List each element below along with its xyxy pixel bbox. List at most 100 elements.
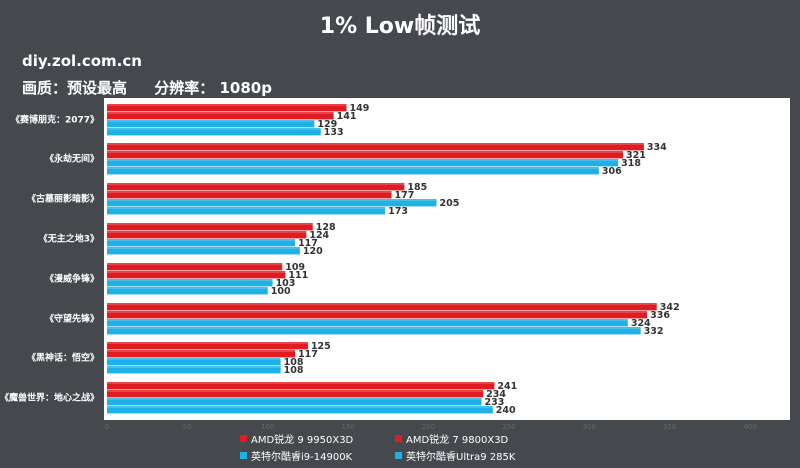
bar xyxy=(107,191,392,199)
value-label: 336 xyxy=(650,310,670,321)
bar-highlight xyxy=(107,247,300,249)
resolution-setting: 分辨率： 1080p xyxy=(154,79,272,97)
bar-highlight xyxy=(107,120,315,122)
value-label: 233 xyxy=(485,397,505,408)
bar xyxy=(107,112,334,120)
value-label: 205 xyxy=(440,198,460,209)
bar xyxy=(107,390,484,398)
bar xyxy=(107,159,619,167)
bar xyxy=(107,167,599,175)
bar xyxy=(107,151,624,159)
source-watermark: diy.zol.com.cn xyxy=(22,52,142,70)
bar-highlight xyxy=(107,398,482,400)
category-label: 《守望先锋》 xyxy=(45,313,99,325)
bar xyxy=(107,398,482,406)
bar xyxy=(107,319,628,327)
legend-swatch xyxy=(395,435,402,442)
value-label: 240 xyxy=(496,405,516,416)
bar-highlight xyxy=(107,366,281,368)
value-label: 133 xyxy=(324,127,344,138)
bar xyxy=(107,104,347,112)
bar xyxy=(107,279,273,287)
bar xyxy=(107,342,308,350)
bar xyxy=(107,350,296,358)
value-label: 128 xyxy=(316,222,336,233)
value-label: 318 xyxy=(621,158,641,169)
bar xyxy=(107,143,644,151)
value-label: 111 xyxy=(288,270,308,281)
value-label: 108 xyxy=(284,365,304,376)
value-label: 234 xyxy=(486,389,506,400)
bar xyxy=(107,223,313,231)
value-label: 108 xyxy=(284,357,304,368)
bar xyxy=(107,247,300,255)
bar-highlight xyxy=(107,143,644,145)
bar-highlight xyxy=(107,199,437,201)
x-tick-label: 150 xyxy=(341,423,354,431)
value-label: 332 xyxy=(644,326,664,337)
bar xyxy=(107,382,495,390)
bar-highlight xyxy=(107,223,313,225)
bar xyxy=(107,120,315,128)
bar xyxy=(107,327,641,335)
value-label: 306 xyxy=(602,166,622,177)
legend-label: 英特尔酷睿Ultra9 285K xyxy=(406,450,516,463)
value-label: 342 xyxy=(660,302,680,313)
value-label: 117 xyxy=(298,349,318,360)
value-label: 117 xyxy=(298,238,318,249)
legend-label: AMD锐龙 7 9800X3D xyxy=(406,433,509,446)
bar-highlight xyxy=(107,112,334,114)
value-label: 129 xyxy=(317,119,337,130)
bar xyxy=(107,303,657,311)
x-tick-label: 50 xyxy=(183,423,192,431)
value-label: 334 xyxy=(647,142,667,153)
bar-highlight xyxy=(107,151,624,153)
category-label: 《黑神话：悟空》 xyxy=(27,352,99,364)
bar-highlight xyxy=(107,327,641,329)
value-label: 241 xyxy=(497,381,517,392)
bar-highlight xyxy=(107,311,648,313)
value-label: 177 xyxy=(395,190,415,201)
bar-highlight xyxy=(107,104,347,106)
category-label: 《永劫无间》 xyxy=(45,153,99,165)
bar-highlight xyxy=(107,183,405,185)
bar-highlight xyxy=(107,167,599,169)
value-label: 109 xyxy=(285,262,305,273)
value-label: 103 xyxy=(276,278,296,289)
bar-highlight xyxy=(107,271,286,273)
bar-highlight xyxy=(107,287,268,289)
category-label: 《古墓丽影暗影》 xyxy=(27,193,99,205)
bar-highlight xyxy=(107,159,619,161)
bar xyxy=(107,128,321,136)
bar-highlight xyxy=(107,279,273,281)
bar xyxy=(107,287,268,295)
value-label: 125 xyxy=(311,341,331,352)
value-label: 100 xyxy=(271,286,291,297)
value-label: 149 xyxy=(350,103,370,114)
bar-highlight xyxy=(107,191,392,193)
bar xyxy=(107,199,437,207)
x-tick-label: 100 xyxy=(261,423,274,431)
bar-highlight xyxy=(107,342,308,344)
value-label: 120 xyxy=(303,246,323,257)
bar xyxy=(107,358,281,366)
category-label: 《漫威争锋》 xyxy=(45,273,99,285)
category-label: 《无主之地3》 xyxy=(39,233,99,245)
bar-highlight xyxy=(107,239,296,241)
bar xyxy=(107,239,296,247)
category-label: 《魔兽世界：地心之战》 xyxy=(0,392,99,404)
bar-highlight xyxy=(107,207,386,209)
quality-setting: 画质：预设最高 xyxy=(22,79,128,97)
value-label: 185 xyxy=(407,182,427,193)
value-label: 324 xyxy=(631,318,651,329)
bar-highlight xyxy=(107,350,296,352)
bar xyxy=(107,207,386,215)
x-tick-label: 400 xyxy=(743,423,756,431)
bar xyxy=(107,406,493,414)
bar-highlight xyxy=(107,382,495,384)
legend-label: 英特尔酷睿i9-14900K xyxy=(251,450,353,463)
bar-highlight xyxy=(107,263,283,265)
value-label: 173 xyxy=(388,206,408,217)
